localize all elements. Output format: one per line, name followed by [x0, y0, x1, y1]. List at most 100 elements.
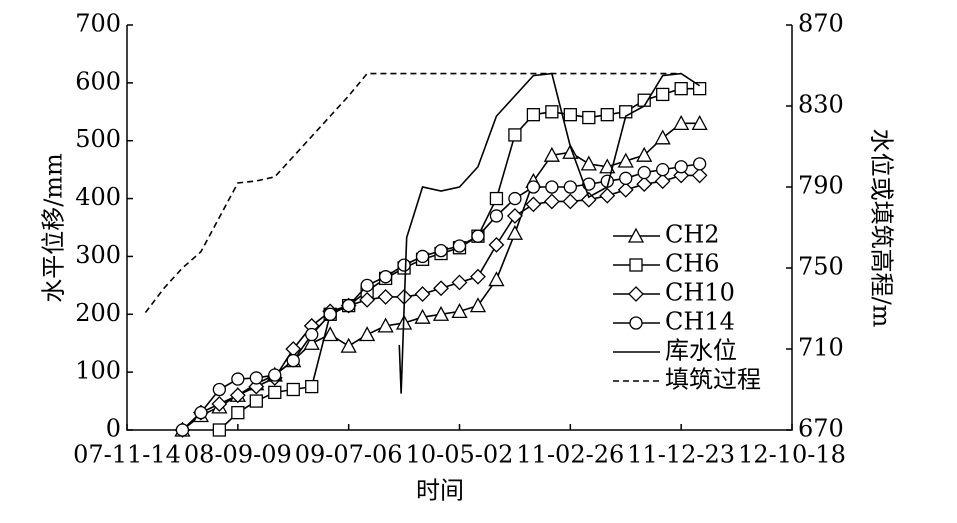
x-tick-label: 07-11-14	[73, 441, 181, 469]
marker	[489, 191, 504, 206]
marker	[674, 81, 688, 96]
y2-tick-label: 790	[798, 172, 844, 200]
marker	[305, 327, 319, 342]
marker	[452, 239, 467, 253]
marker	[617, 152, 634, 168]
x-tick-label: 10-05-02	[406, 441, 514, 469]
marker	[415, 249, 430, 264]
marker	[506, 208, 523, 224]
y2-tick-label: 830	[798, 91, 844, 119]
marker	[628, 286, 644, 302]
marker	[627, 227, 645, 243]
series-line	[181, 174, 700, 431]
marker	[656, 162, 670, 177]
x-axis-label: 时间	[416, 477, 464, 505]
marker	[249, 394, 263, 408]
marker	[323, 307, 337, 321]
marker	[175, 423, 190, 437]
marker	[526, 108, 541, 122]
x-tick-label: 12-10-18	[738, 441, 846, 469]
marker	[508, 191, 522, 206]
marker	[599, 187, 616, 204]
marker	[305, 379, 319, 394]
marker	[674, 160, 688, 174]
y-tick-label: 500	[75, 125, 121, 153]
marker	[526, 180, 541, 194]
x-tick-label: 11-12-23	[627, 441, 735, 469]
marker	[488, 236, 505, 253]
marker	[451, 303, 468, 319]
marker	[360, 278, 374, 293]
marker	[249, 371, 263, 385]
marker	[397, 258, 411, 272]
y-tick-label: 400	[75, 183, 121, 211]
marker	[691, 167, 708, 184]
marker	[656, 87, 670, 102]
marker	[636, 176, 653, 193]
marker	[268, 385, 282, 400]
marker	[619, 171, 633, 185]
marker	[691, 114, 708, 131]
legend-label: CH10	[665, 279, 735, 307]
legend-label: CH2	[665, 221, 720, 249]
marker	[489, 209, 504, 223]
series-line	[218, 87, 700, 431]
marker	[629, 316, 643, 330]
marker	[377, 289, 394, 305]
y2-tick-label: 710	[798, 334, 844, 362]
y2-tick-label: 750	[798, 253, 844, 281]
marker	[545, 105, 559, 119]
marker	[342, 298, 356, 313]
marker	[359, 291, 376, 308]
marker	[340, 337, 357, 353]
marker	[212, 382, 227, 397]
marker	[506, 224, 524, 240]
marker	[563, 180, 577, 194]
marker	[286, 353, 300, 368]
legend-label: CH14	[665, 308, 735, 336]
marker	[377, 317, 394, 333]
marker	[432, 305, 450, 321]
marker	[562, 193, 579, 210]
marker	[545, 180, 559, 194]
marker	[508, 128, 522, 142]
marker	[378, 270, 393, 284]
marker	[636, 146, 653, 162]
x-tick-label: 09-07-06	[295, 441, 403, 469]
y2-axis-label: 水位或填筑高程/m	[868, 129, 896, 328]
marker	[303, 334, 320, 350]
marker	[469, 297, 487, 313]
marker	[580, 155, 597, 171]
marker	[692, 81, 707, 96]
legend-label: 库水位	[665, 337, 737, 365]
marker	[414, 308, 431, 324]
marker	[434, 243, 448, 258]
marker	[600, 108, 614, 122]
marker	[543, 146, 560, 162]
y-tick-label: 700	[75, 10, 121, 38]
series-line	[398, 72, 701, 394]
marker	[673, 114, 690, 131]
marker	[231, 405, 245, 420]
y-tick-label: 0	[106, 415, 121, 443]
marker	[212, 423, 227, 437]
legend-label: CH6	[665, 250, 720, 278]
marker	[692, 157, 707, 171]
marker	[543, 193, 560, 210]
marker	[637, 165, 651, 180]
y2-tick-label: 870	[798, 10, 844, 38]
marker	[580, 191, 597, 208]
marker	[451, 274, 468, 291]
marker	[286, 382, 300, 397]
marker	[470, 268, 486, 285]
y2-tick-label: 670	[798, 415, 844, 443]
y-tick-label: 300	[75, 241, 121, 269]
marker	[211, 396, 228, 412]
marker	[194, 405, 208, 420]
marker	[599, 158, 616, 174]
marker	[268, 368, 282, 382]
marker	[414, 286, 431, 302]
marker	[229, 387, 246, 404]
marker	[322, 326, 339, 342]
